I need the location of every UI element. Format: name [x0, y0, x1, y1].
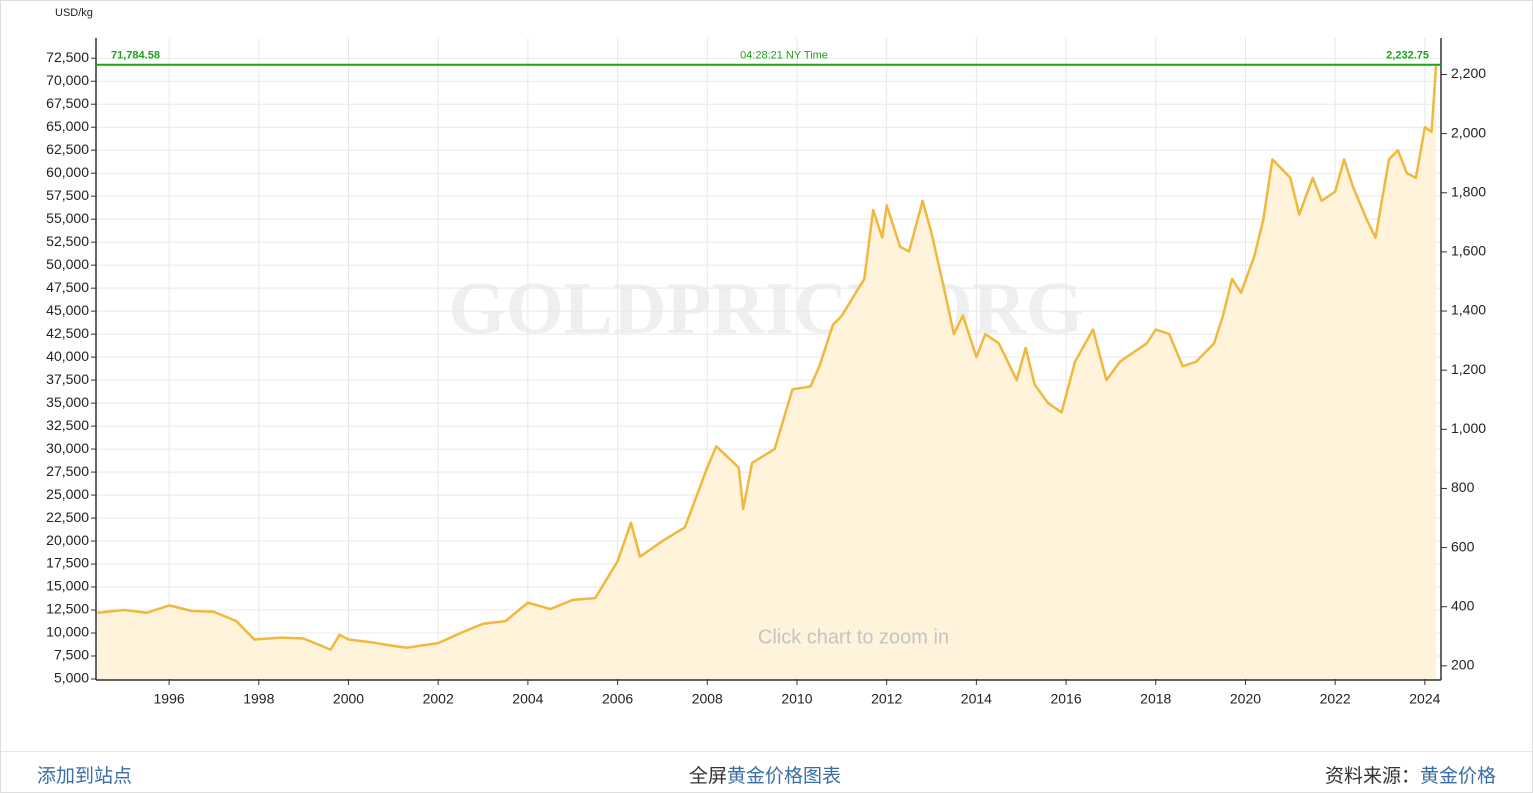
y-tick-label: 10,000: [46, 624, 89, 640]
footer: 添加到站点 全屏黄金价格图表 资料来源：黄金价格: [1, 751, 1532, 793]
y-tick-label: 5,000: [54, 670, 89, 686]
y-tick-label: 55,000: [46, 210, 89, 226]
current-price-oz-label: 2,232.75: [1386, 50, 1429, 62]
fullscreen-text: 全屏黄金价格图表: [689, 761, 841, 788]
y-tick-label: 45,000: [46, 302, 89, 318]
x-tick-label: 2012: [871, 691, 902, 707]
watermark: GOLDPRICE.ORG: [448, 268, 1083, 350]
x-tick-label: 2018: [1140, 691, 1171, 707]
y2-tick-label: 1,000: [1451, 420, 1486, 436]
time-label: 04:28:21 NY Time: [740, 50, 828, 62]
x-tick-label: 2000: [333, 691, 364, 707]
y-tick-label: 52,500: [46, 233, 89, 249]
y-tick-label: 30,000: [46, 440, 89, 456]
y2-tick-label: 1,600: [1451, 243, 1486, 259]
y2-tick-label: 200: [1451, 657, 1475, 673]
y-tick-label: 72,500: [46, 49, 89, 65]
y-tick-label: 12,500: [46, 601, 89, 617]
price-line: [97, 64, 1438, 651]
x-tick-label: 1996: [154, 691, 185, 707]
y-axis-label: USD/kg: [55, 7, 93, 19]
y-tick-label: 60,000: [46, 164, 89, 180]
y-tick-label: 17,500: [46, 555, 89, 571]
x-tick-label: 2024: [1409, 691, 1440, 707]
y2-tick-label: 2,200: [1451, 65, 1486, 81]
y-tick-label: 40,000: [46, 348, 89, 364]
x-tick-label: 2020: [1230, 691, 1261, 707]
y2-tick-label: 1,400: [1451, 302, 1486, 318]
x-tick-label: 2014: [961, 691, 992, 707]
x-tick-label: 2004: [512, 691, 543, 707]
area-fill: [97, 64, 1437, 680]
y-tick-label: 65,000: [46, 118, 89, 134]
x-tick-label: 2006: [602, 691, 633, 707]
zoom-hint: Click chart to zoom in: [758, 626, 949, 648]
x-tick-label: 2022: [1320, 691, 1351, 707]
y-tick-label: 42,500: [46, 325, 89, 341]
y-tick-label: 27,500: [46, 463, 89, 479]
current-price-label: 71,784.58: [111, 50, 160, 62]
y2-tick-label: 800: [1451, 479, 1475, 495]
y2-tick-label: 400: [1451, 597, 1475, 613]
y2-tick-label: 2,000: [1451, 124, 1486, 140]
x-tick-label: 1998: [243, 691, 274, 707]
chart: USD/kg GOLDPRICE.ORG 5,000 7,500 10,000 12,…: [46, 7, 1486, 707]
y-tick-label: 32,500: [46, 417, 89, 433]
y-tick-label: 50,000: [46, 256, 89, 272]
y-tick-label: 22,500: [46, 509, 89, 525]
y-tick-label: 20,000: [46, 532, 89, 548]
y-tick-label: 35,000: [46, 394, 89, 410]
y2-tick-label: 600: [1451, 538, 1475, 554]
source-link[interactable]: 黄金价格: [1419, 766, 1496, 787]
y-tick-label: 7,500: [54, 647, 89, 663]
x-tick-label: 2002: [423, 691, 454, 707]
y2-tick-label: 1,200: [1451, 361, 1486, 377]
y-tick-label: 70,000: [46, 72, 89, 88]
y-tick-label: 37,500: [46, 371, 89, 387]
x-tick-label: 2010: [781, 691, 812, 707]
y-tick-label: 25,000: [46, 486, 89, 502]
y-tick-label: 57,500: [46, 187, 89, 203]
y2-tick-label: 1,800: [1451, 183, 1486, 199]
y-tick-label: 62,500: [46, 141, 89, 157]
source-prefix: 资料来源：: [1324, 766, 1420, 787]
x-tick-label: 2016: [1050, 691, 1081, 707]
fullscreen-prefix: 全屏: [689, 766, 728, 787]
y-tick-label: 47,500: [46, 279, 89, 295]
fullscreen-link[interactable]: 黄金价格图表: [727, 766, 842, 787]
source-text: 资料来源：黄金价格: [1325, 761, 1496, 788]
y-tick-label: 67,500: [46, 95, 89, 111]
x-tick-label: 2008: [692, 691, 723, 707]
y-tick-label: 15,000: [46, 578, 89, 594]
add-link[interactable]: 添加到站点: [37, 766, 133, 787]
